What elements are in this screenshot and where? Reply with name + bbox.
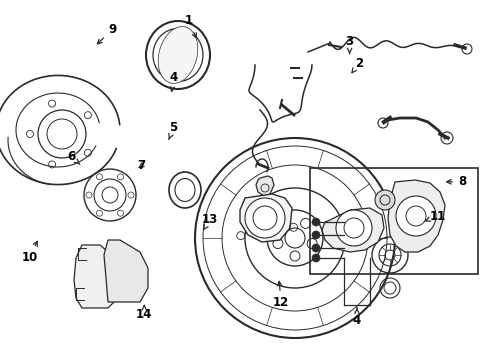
Polygon shape: [240, 194, 291, 242]
Text: 8: 8: [446, 175, 465, 188]
Text: 6: 6: [67, 150, 80, 165]
Text: 12: 12: [272, 282, 289, 309]
Text: 14: 14: [136, 305, 152, 321]
Circle shape: [395, 196, 435, 236]
Text: 3: 3: [345, 35, 353, 54]
Text: 9: 9: [97, 23, 116, 44]
Bar: [309, 168, 477, 274]
Polygon shape: [387, 180, 444, 252]
Circle shape: [335, 210, 371, 246]
Circle shape: [311, 231, 319, 239]
Ellipse shape: [158, 27, 198, 84]
Text: 11: 11: [425, 210, 445, 222]
Polygon shape: [104, 240, 148, 302]
Circle shape: [311, 218, 319, 226]
Circle shape: [311, 244, 319, 252]
Text: 4: 4: [169, 71, 177, 91]
Text: 10: 10: [21, 241, 38, 264]
Text: 5: 5: [168, 121, 177, 140]
Polygon shape: [321, 208, 383, 252]
Circle shape: [244, 198, 285, 238]
Circle shape: [311, 254, 319, 262]
Polygon shape: [256, 176, 273, 196]
Text: 1: 1: [184, 14, 196, 38]
Circle shape: [374, 190, 394, 210]
Text: 13: 13: [202, 213, 218, 229]
Text: 7: 7: [138, 159, 145, 172]
Polygon shape: [74, 245, 120, 308]
Text: 4: 4: [352, 308, 360, 327]
Text: 2: 2: [351, 57, 363, 73]
